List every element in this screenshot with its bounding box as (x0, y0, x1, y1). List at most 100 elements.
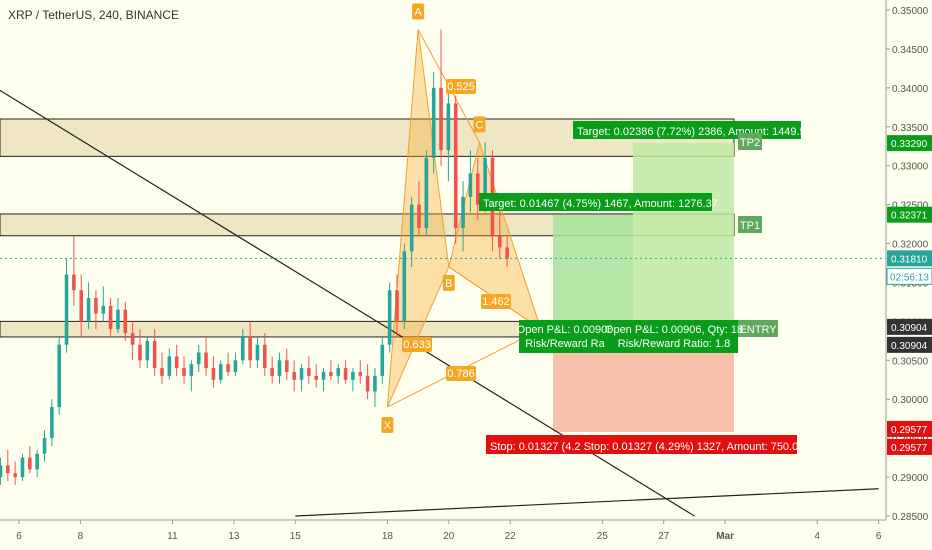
candle (321, 368, 326, 392)
candle-body (174, 356, 179, 369)
candle-body (424, 157, 429, 228)
price-badge-stop-a-box (887, 420, 932, 437)
candle (152, 329, 157, 376)
candle (211, 356, 216, 388)
target1-label: Target: 0.01467 (4.75%) 1467, Amount: 12… (483, 198, 718, 210)
price-badge-tp2: 0.33290 (891, 139, 928, 150)
price-badge-stop-a: 0.29577 (891, 425, 928, 436)
open-pnl-a-line2: Risk/Reward Ra (525, 338, 605, 350)
open-pnl-a-line1: Open P&L: 0.00906 (517, 324, 614, 336)
candle (263, 333, 267, 376)
ascending-trendline[interactable] (295, 488, 879, 517)
candle-body (240, 336, 245, 361)
ratio-ac-box (446, 79, 476, 94)
candle-body (226, 364, 230, 372)
candle (0, 457, 3, 485)
price-badge-entry-b-box (887, 336, 932, 353)
ratio-bd-box (481, 294, 511, 309)
candle (431, 72, 436, 174)
candle (299, 364, 304, 392)
price-badge-stop-b-box (887, 438, 932, 455)
time-tick-label: 25 (597, 531, 609, 542)
candle-body (57, 344, 62, 408)
candle (108, 298, 113, 337)
pattern-label-b-box (442, 274, 455, 291)
candle-body (35, 453, 39, 470)
candle-body (292, 371, 296, 380)
candle (248, 321, 252, 369)
price-badge-last: 0.31810 (891, 254, 928, 265)
candle-body (475, 173, 480, 205)
countdown-box (886, 267, 932, 285)
candle (116, 298, 120, 334)
profit-zone-tp2 (633, 143, 734, 330)
candle (329, 360, 333, 380)
pattern-label-c: C (476, 119, 484, 131)
candle-body (358, 371, 363, 376)
candle (138, 329, 142, 369)
candle (64, 259, 69, 353)
candle (233, 352, 238, 376)
open-pnl-box-b (611, 320, 738, 353)
candle (130, 321, 135, 361)
candle-body (439, 87, 443, 151)
price-tick-label: 0.30500 (892, 356, 929, 367)
candle (314, 364, 319, 388)
candle (50, 399, 54, 446)
candle-body (453, 103, 458, 228)
stop-label: Stop: 0.01327 (4.2 Stop: 0.01327 (4.29%)… (490, 441, 804, 453)
candle-body (417, 204, 421, 228)
candle (387, 282, 392, 353)
price-badge-tp2-box (887, 135, 932, 152)
candle-body (13, 473, 17, 478)
candle (439, 29, 443, 166)
candle-body (314, 375, 319, 380)
price-tick-label: 0.30000 (892, 395, 929, 406)
candle-body (277, 360, 282, 376)
time-tick-label: Mar (716, 531, 734, 542)
target1-label-box (479, 193, 712, 211)
candle-body (307, 368, 311, 376)
candle-body (321, 371, 326, 380)
candle-body (152, 340, 157, 369)
ratio-xd-box (446, 366, 476, 381)
candle-body (28, 457, 32, 470)
candle-body (461, 196, 465, 228)
candle-body (20, 457, 25, 478)
candle (453, 95, 458, 244)
stop-label-box (486, 435, 797, 454)
price-badge-stop-b: 0.29577 (891, 443, 928, 454)
candle (79, 274, 84, 337)
candle (196, 344, 201, 372)
time-tick-label: 11 (167, 531, 178, 542)
candle (395, 274, 399, 337)
open-pnl-box-a (519, 320, 611, 353)
candle-body (255, 344, 260, 361)
candle (343, 360, 348, 384)
tp1-label: TP1 (740, 220, 760, 232)
price-badge-tp1-box (887, 206, 932, 223)
open-pnl-b-line2: Risk/Reward Ratio: 1.8 (618, 338, 731, 350)
candle (28, 445, 32, 474)
candle-body (167, 356, 172, 376)
candle-body (248, 336, 252, 361)
candle-body (211, 368, 216, 380)
candle (292, 360, 296, 392)
time-tick-label: 4 (814, 531, 820, 542)
tp2-label: TP2 (740, 137, 760, 149)
price-badge-tp1: 0.32371 (891, 211, 928, 222)
candle-body (395, 290, 399, 322)
time-tick-label: 22 (505, 531, 517, 542)
candle (167, 348, 172, 380)
ratio-xd: 0.786 (447, 368, 475, 380)
candle (35, 449, 39, 478)
candle-body (182, 368, 186, 376)
candle (174, 344, 179, 376)
candle (86, 282, 91, 330)
candle-body (138, 344, 142, 361)
time-tick-label: 8 (78, 531, 84, 542)
candle (373, 368, 377, 408)
candle (505, 235, 509, 267)
price-tick-label: 0.32000 (892, 240, 929, 251)
